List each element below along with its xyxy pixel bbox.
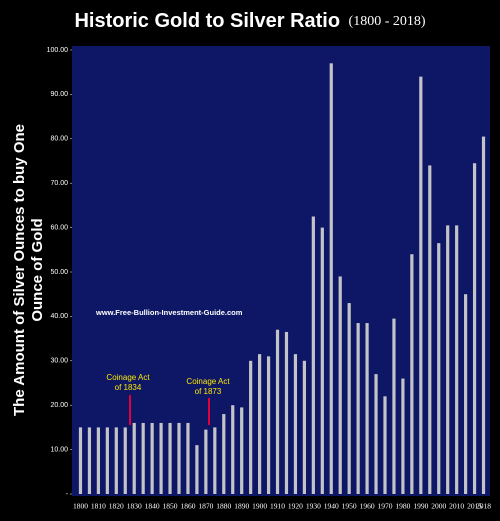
bar xyxy=(302,360,306,494)
x-tick-label: 1890 xyxy=(234,502,249,511)
chart-subtitle: (1800 - 2018) xyxy=(349,14,426,29)
y-tick-label: - xyxy=(66,491,69,498)
annotation: Coinage Act xyxy=(186,377,230,386)
x-tick-label: 1950 xyxy=(342,502,357,511)
chart-title-group: Historic Gold to Silver Ratio (1800 - 20… xyxy=(74,10,425,32)
bar xyxy=(410,254,414,494)
y-tick-label: 30.00 xyxy=(50,358,68,365)
bar xyxy=(114,427,118,494)
bar xyxy=(266,356,271,494)
bar xyxy=(338,276,342,494)
bar xyxy=(159,422,163,494)
x-tick-label: 1960 xyxy=(360,502,375,511)
x-tick-label: 1920 xyxy=(288,502,303,511)
x-tick-label: 1850 xyxy=(163,502,178,511)
x-tick-label: 2015 xyxy=(467,502,482,511)
x-tick-label: 1810 xyxy=(91,502,106,511)
y-tick-label: 100.00 xyxy=(47,47,69,54)
chart-title: Historic Gold to Silver Ratio xyxy=(74,10,340,32)
bar xyxy=(123,427,127,494)
x-tick-label: 2000 xyxy=(431,502,446,511)
x-tick-label: 1860 xyxy=(180,502,195,511)
bar xyxy=(231,405,235,494)
bar xyxy=(472,163,477,494)
bar xyxy=(401,378,405,494)
x-tick-label: 1940 xyxy=(324,502,339,511)
y-tick-label: 20.00 xyxy=(50,402,68,409)
bar xyxy=(365,323,369,494)
bar xyxy=(446,225,450,494)
y-tick-label: 40.00 xyxy=(50,313,68,320)
bar xyxy=(347,303,351,494)
watermark: www.Free-Bullion-Investment-Guide.com xyxy=(95,308,243,317)
x-tick-label: 2018 xyxy=(476,502,491,511)
bar xyxy=(464,294,468,494)
x-tick-label: 2010 xyxy=(449,502,464,511)
bar xyxy=(195,445,199,494)
bar xyxy=(132,422,136,494)
bar xyxy=(455,225,459,494)
x-tick-label: 1990 xyxy=(413,502,428,511)
bar xyxy=(392,318,396,494)
bar xyxy=(213,427,217,494)
bar xyxy=(186,422,190,494)
bar xyxy=(105,427,109,494)
bar xyxy=(356,323,360,494)
bar xyxy=(419,76,423,494)
annotation: of 1873 xyxy=(195,387,222,396)
bar xyxy=(87,427,92,494)
y-axis-label: The Amount of Silver Ounces to buy One xyxy=(11,124,28,416)
annotation: Coinage Act xyxy=(106,373,150,382)
bar xyxy=(428,165,432,494)
bar xyxy=(383,396,387,494)
y-tick-label: 60.00 xyxy=(50,224,68,231)
y-tick-label: 50.00 xyxy=(50,269,68,276)
bar xyxy=(437,243,441,494)
x-tick-label: 1870 xyxy=(198,502,213,511)
bar xyxy=(374,374,378,494)
annotation: of 1834 xyxy=(115,383,142,392)
y-axis-label: Ounce of Gold xyxy=(29,218,46,321)
bar xyxy=(249,360,253,494)
y-tick-label: 10.00 xyxy=(50,446,68,453)
x-tick-label: 1910 xyxy=(270,502,285,511)
bar xyxy=(222,414,226,494)
bar xyxy=(284,331,289,494)
x-tick-label: 1830 xyxy=(127,502,142,511)
x-tick-label: 1900 xyxy=(252,502,267,511)
bar xyxy=(177,422,181,494)
x-tick-label: 1820 xyxy=(109,502,124,511)
bar xyxy=(78,427,83,494)
bar xyxy=(168,422,172,494)
x-tick-label: 1970 xyxy=(378,502,393,511)
bar xyxy=(96,427,100,494)
bar xyxy=(293,354,298,494)
bar xyxy=(141,422,145,494)
bar xyxy=(150,422,154,494)
y-tick-label: 90.00 xyxy=(50,91,68,98)
x-tick-label: 1930 xyxy=(306,502,321,511)
bar xyxy=(481,136,486,494)
y-tick-label: 80.00 xyxy=(50,136,68,143)
bar xyxy=(204,429,208,494)
y-tick-label: 70.00 xyxy=(50,180,68,187)
bar xyxy=(258,354,262,494)
x-tick-label: 1880 xyxy=(216,502,231,511)
bar xyxy=(311,216,315,494)
bar xyxy=(275,329,280,494)
bar xyxy=(329,63,333,494)
x-tick-label: 1980 xyxy=(395,502,410,511)
bar xyxy=(320,227,324,494)
bar xyxy=(240,407,244,494)
x-tick-label: 1800 xyxy=(73,502,88,511)
x-tick-label: 1840 xyxy=(145,502,160,511)
